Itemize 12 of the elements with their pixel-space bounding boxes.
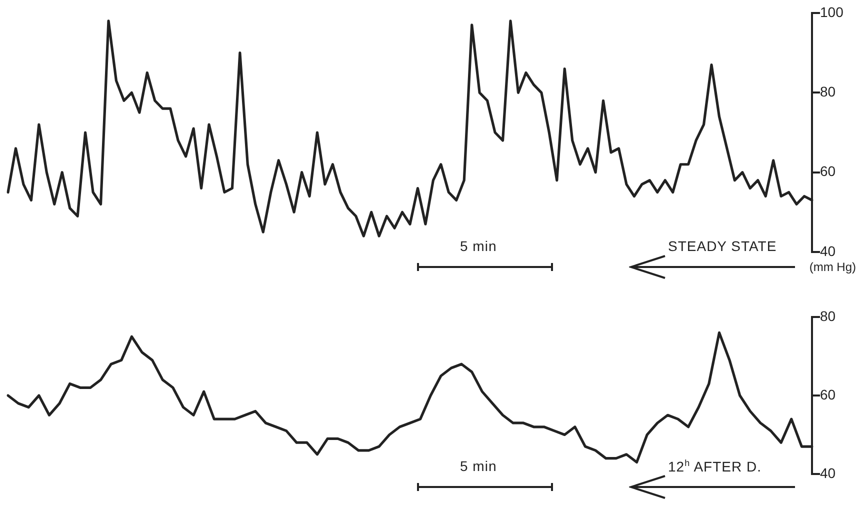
- y-tick-label: 80: [820, 84, 836, 100]
- y-tick-label: 40: [820, 242, 836, 259]
- annotation: 5 min: [460, 458, 497, 474]
- y-tick-label: 100: [820, 4, 844, 20]
- y-tick-label: 40: [820, 464, 836, 481]
- y-axis-title: (mm Hg): [809, 260, 856, 274]
- annotation: 5 min: [460, 238, 497, 254]
- annotation: STEADY STATE: [668, 238, 777, 254]
- y-tick-label: 60: [820, 386, 836, 402]
- y-tick-label: 80: [820, 308, 836, 324]
- annotation: 12$^{h}$ AFTER D.: [668, 458, 762, 475]
- y-tick-label: 60: [820, 163, 836, 180]
